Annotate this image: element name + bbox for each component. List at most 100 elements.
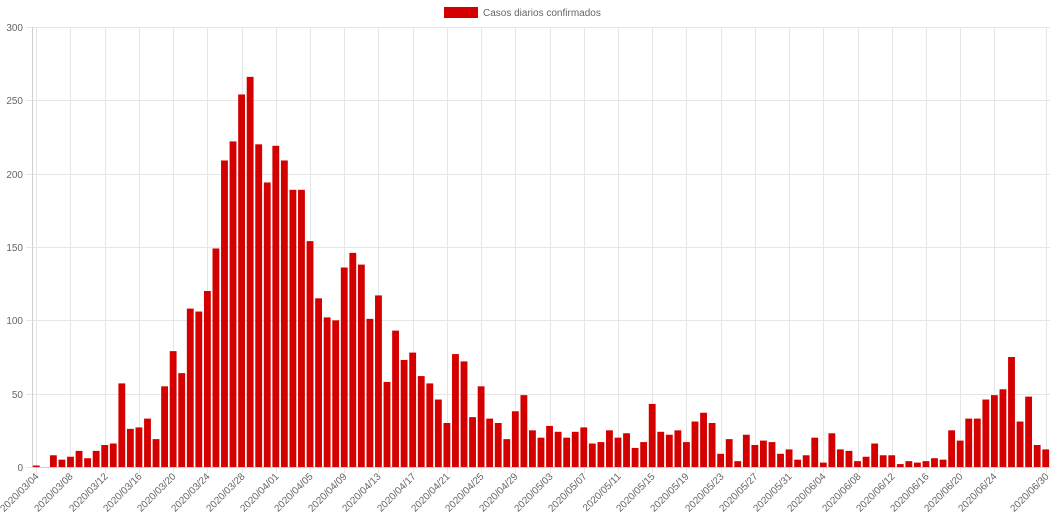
bar[interactable] — [195, 311, 203, 467]
bar[interactable] — [888, 455, 896, 467]
bar[interactable] — [392, 330, 399, 467]
bar[interactable] — [905, 461, 913, 467]
bar[interactable] — [939, 459, 947, 467]
bar[interactable] — [580, 427, 588, 467]
bar[interactable] — [546, 425, 553, 467]
bar[interactable] — [913, 462, 921, 467]
bar[interactable] — [349, 252, 357, 467]
bar[interactable] — [862, 456, 870, 467]
bar[interactable] — [186, 308, 194, 467]
bar[interactable] — [280, 160, 288, 467]
bar[interactable] — [640, 442, 648, 467]
bar[interactable] — [554, 431, 562, 467]
bar[interactable] — [819, 462, 827, 467]
bar[interactable] — [203, 291, 211, 467]
bar[interactable] — [973, 418, 981, 467]
bar[interactable] — [75, 450, 83, 467]
bar[interactable] — [708, 423, 716, 467]
bar[interactable] — [922, 461, 930, 467]
bar[interactable] — [469, 417, 476, 467]
bar[interactable] — [785, 449, 793, 467]
bar[interactable] — [366, 318, 374, 467]
bar[interactable] — [460, 361, 468, 467]
bar[interactable] — [169, 351, 177, 467]
bar[interactable] — [982, 399, 990, 467]
bar[interactable] — [323, 317, 331, 467]
bar[interactable] — [811, 437, 819, 467]
bar[interactable] — [828, 433, 836, 467]
bar[interactable] — [990, 395, 998, 467]
bar[interactable] — [67, 456, 74, 467]
bar[interactable] — [494, 423, 502, 467]
bar[interactable] — [648, 403, 656, 467]
bar[interactable] — [700, 412, 707, 467]
bar[interactable] — [298, 189, 305, 468]
bar[interactable] — [126, 428, 134, 467]
bar[interactable] — [571, 431, 579, 467]
bar[interactable] — [400, 359, 408, 467]
bar[interactable] — [272, 145, 280, 468]
bar[interactable] — [452, 354, 459, 467]
bar[interactable] — [340, 267, 348, 467]
bar[interactable] — [263, 182, 271, 467]
bar[interactable] — [144, 418, 151, 467]
bar[interactable] — [836, 449, 844, 467]
bar[interactable] — [742, 434, 750, 467]
bar[interactable] — [537, 437, 545, 467]
bar[interactable] — [357, 264, 365, 467]
bar[interactable] — [623, 433, 630, 467]
bar[interactable] — [674, 430, 682, 467]
bar[interactable] — [426, 383, 434, 467]
bar[interactable] — [777, 453, 784, 467]
bar[interactable] — [606, 430, 613, 467]
bar[interactable] — [383, 381, 391, 467]
bar[interactable] — [229, 141, 237, 467]
bar[interactable] — [212, 248, 220, 467]
bar[interactable] — [434, 399, 442, 467]
bar[interactable] — [725, 439, 733, 467]
bar[interactable] — [1042, 449, 1050, 467]
bar[interactable] — [717, 453, 725, 467]
bar[interactable] — [631, 447, 639, 467]
bar[interactable] — [178, 373, 186, 467]
bar[interactable] — [802, 455, 810, 467]
bar[interactable] — [1008, 357, 1015, 467]
bar[interactable] — [443, 423, 451, 467]
bar[interactable] — [84, 458, 92, 467]
bar[interactable] — [691, 421, 699, 467]
bar[interactable] — [221, 160, 228, 467]
bar[interactable] — [289, 189, 297, 468]
bar[interactable] — [486, 418, 494, 467]
bar[interactable] — [503, 439, 511, 467]
bar[interactable] — [563, 437, 571, 467]
bar[interactable] — [375, 295, 382, 467]
bar[interactable] — [332, 320, 340, 467]
bar[interactable] — [588, 443, 596, 467]
bar[interactable] — [529, 430, 536, 467]
bar[interactable] — [109, 443, 117, 467]
bar[interactable] — [511, 411, 519, 467]
bar[interactable] — [118, 383, 126, 467]
bar[interactable] — [32, 465, 40, 467]
bar[interactable] — [49, 455, 57, 467]
bar[interactable] — [1033, 445, 1041, 467]
bar[interactable] — [845, 450, 853, 467]
bar[interactable] — [597, 442, 605, 467]
bar[interactable] — [246, 76, 254, 468]
bar[interactable] — [665, 434, 673, 467]
bar[interactable] — [417, 376, 425, 467]
bar[interactable] — [948, 430, 956, 467]
bar[interactable] — [657, 431, 665, 467]
bar[interactable] — [614, 437, 622, 467]
bar[interactable] — [1016, 421, 1024, 467]
bar[interactable] — [92, 450, 100, 467]
bar[interactable] — [1025, 396, 1033, 467]
bar[interactable] — [315, 298, 322, 467]
bar[interactable] — [794, 459, 802, 467]
bar[interactable] — [161, 386, 169, 467]
bar[interactable] — [854, 461, 861, 467]
bar[interactable] — [58, 459, 66, 467]
bar[interactable] — [520, 395, 528, 467]
bar[interactable] — [896, 464, 904, 467]
bar[interactable] — [931, 458, 938, 467]
